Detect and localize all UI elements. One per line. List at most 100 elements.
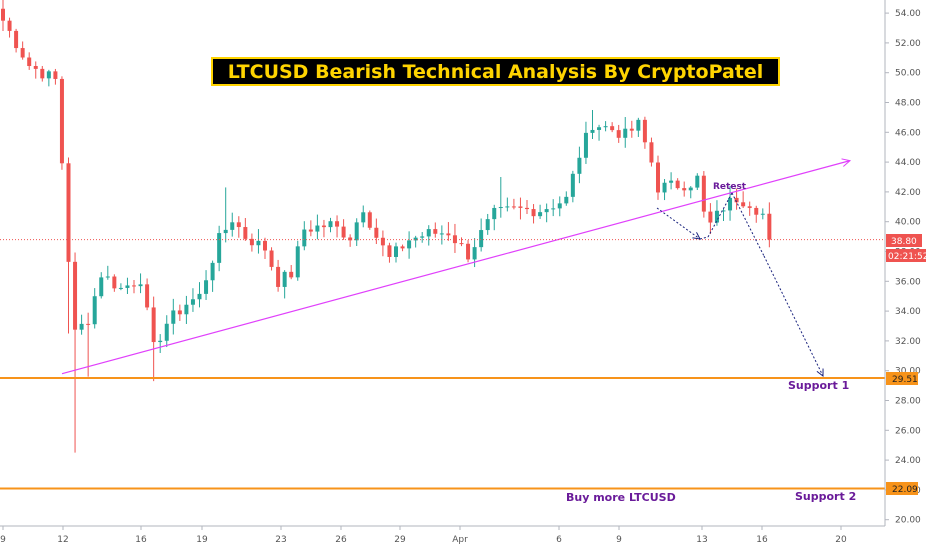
buy-more-label: Buy more LTCUSD: [566, 491, 676, 504]
candle: [295, 240, 300, 281]
candle: [7, 17, 12, 38]
candle: [328, 217, 333, 233]
candle: [747, 201, 752, 216]
candle-body: [433, 229, 438, 234]
candle-body: [46, 71, 51, 79]
candle-body: [551, 208, 556, 210]
time-axis[interactable]: 9 12 16 19 23 26 29 Apr 6 9 13 16 20: [0, 525, 885, 545]
x-tick-label: 23: [275, 535, 286, 545]
support-1-value: 29.51: [892, 375, 918, 385]
candle-body: [446, 233, 451, 236]
candle: [132, 280, 136, 294]
candle: [367, 210, 372, 230]
candle-body: [138, 284, 143, 287]
candle-body: [452, 235, 457, 244]
retest-label: Retest: [713, 182, 747, 192]
candle: [243, 218, 248, 241]
candle: [249, 233, 254, 252]
candle-body: [728, 197, 733, 211]
y-tick-label: 48.00: [895, 99, 921, 109]
candle: [282, 270, 287, 299]
candle-body: [590, 129, 595, 133]
candle-body: [518, 206, 523, 208]
candle-body: [132, 285, 136, 287]
candle-body: [210, 262, 215, 281]
y-tick-label: 36.00: [895, 277, 921, 287]
candle-body: [394, 246, 398, 257]
candle-body: [230, 222, 235, 230]
candle: [452, 223, 457, 253]
candle: [564, 191, 569, 206]
y-tick-label: 50.00: [895, 69, 921, 79]
candle: [256, 229, 261, 254]
x-tick-label: 26: [335, 535, 347, 545]
candle-body: [380, 237, 385, 246]
candle: [1, 0, 5, 31]
candle: [14, 28, 19, 53]
candle: [701, 171, 706, 218]
candle: [466, 240, 471, 263]
candle-body: [204, 280, 209, 294]
candle: [682, 181, 687, 197]
candle-body: [164, 323, 169, 341]
candle-body: [538, 212, 543, 217]
candle: [341, 219, 346, 240]
candle-body: [197, 293, 202, 300]
candle-body: [610, 126, 615, 131]
candle: [629, 120, 634, 138]
candle: [138, 273, 143, 294]
candle: [656, 155, 660, 200]
y-tick-label: 44.00: [895, 158, 921, 168]
candle: [354, 218, 359, 246]
candle: [374, 218, 379, 245]
x-tick-label: 6: [556, 535, 562, 545]
candle-body: [236, 222, 241, 228]
candle: [570, 170, 575, 203]
candle-body: [374, 227, 379, 238]
y-tick-label: 52.00: [895, 39, 921, 49]
x-tick-label: 16: [756, 535, 768, 545]
candle-body: [498, 207, 503, 209]
candle: [33, 61, 38, 79]
candle: [518, 197, 523, 220]
candle-body: [33, 66, 38, 69]
candle-body: [354, 222, 359, 241]
candle: [420, 232, 425, 243]
candle: [754, 205, 759, 223]
candle-body: [407, 240, 412, 249]
candle: [734, 188, 739, 210]
candle-body: [734, 197, 739, 203]
candle-body: [577, 157, 582, 174]
candle: [151, 296, 156, 382]
candle-body: [40, 68, 45, 79]
candle: [387, 242, 392, 263]
y-tick-label: 30.00: [895, 367, 921, 377]
candle: [583, 121, 588, 164]
candle: [348, 234, 353, 247]
candle: [597, 124, 602, 141]
candle-body: [315, 225, 320, 232]
chart-title: LTCUSD Bearish Technical Analysis By Cry…: [211, 57, 780, 86]
candle: [492, 204, 497, 231]
candle-body: [302, 229, 307, 247]
candle-body: [341, 226, 346, 238]
candle: [616, 124, 621, 143]
x-tick-label: 12: [57, 535, 68, 545]
candle-body: [308, 229, 313, 232]
candle: [708, 203, 713, 235]
candle: [695, 173, 700, 191]
projection-segment: [699, 236, 709, 240]
candle: [439, 225, 444, 245]
candle-body: [472, 247, 477, 260]
candle-body: [190, 299, 195, 305]
candle: [204, 270, 209, 300]
candle: [223, 187, 228, 243]
countdown-badge: [886, 249, 926, 262]
candle-body: [282, 271, 287, 287]
candle-body: [263, 240, 267, 251]
y-tick-label: 46.00: [895, 128, 921, 138]
candle-body: [570, 173, 575, 197]
y-tick-label: 42.00: [895, 188, 921, 198]
